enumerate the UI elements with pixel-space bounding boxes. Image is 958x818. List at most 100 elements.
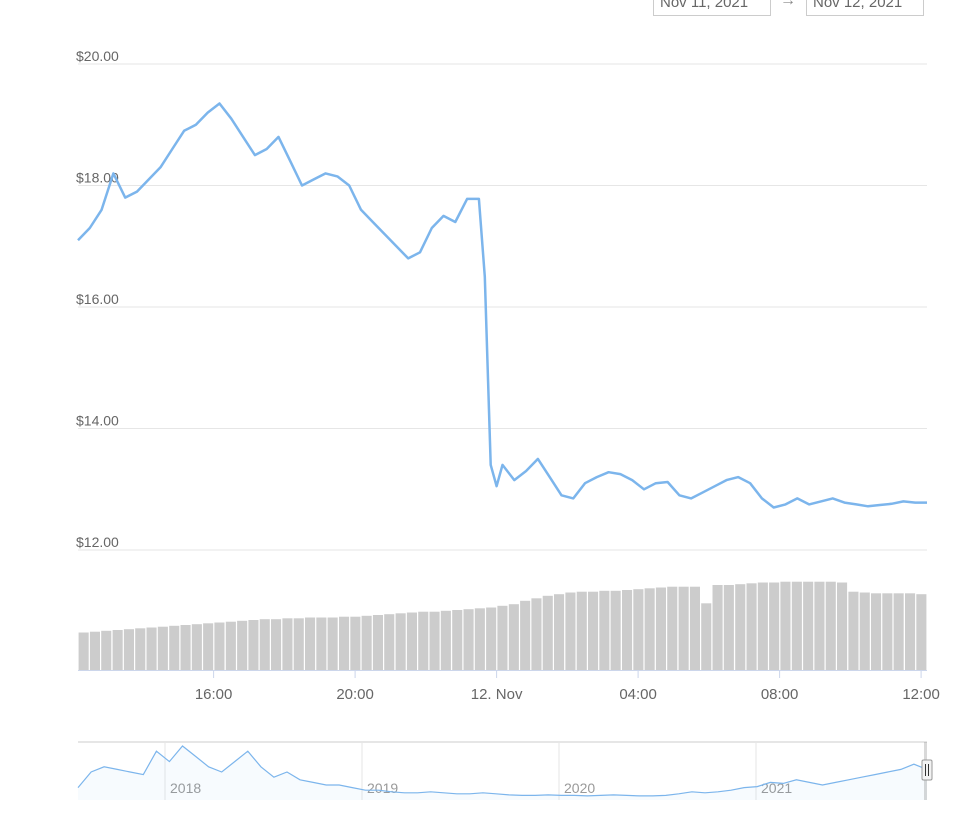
volume-bar xyxy=(769,582,780,670)
navigator-line xyxy=(77,745,928,797)
y-tick-label: $16.00 xyxy=(76,291,119,307)
volume-bar xyxy=(508,604,519,670)
range-to-input[interactable]: Nov 12, 2021 xyxy=(806,0,924,16)
volume-bar xyxy=(497,605,508,670)
volume-bar xyxy=(180,625,191,670)
volume-bar xyxy=(157,626,168,670)
volume-bar xyxy=(633,589,644,670)
volume-bar xyxy=(135,628,146,670)
y-tick-label: $18.00 xyxy=(76,170,119,186)
volume-bar xyxy=(780,581,791,670)
volume-bar xyxy=(723,585,734,670)
volume-bar xyxy=(271,619,282,670)
volume-bar xyxy=(825,581,836,670)
navigator-year-label: 2018 xyxy=(170,780,201,796)
volume-bar xyxy=(440,610,451,670)
volume-bar xyxy=(757,582,768,670)
volume-bar xyxy=(905,593,916,670)
volume-bar xyxy=(882,593,893,670)
volume-bar xyxy=(474,608,485,670)
volume-bar xyxy=(565,592,576,670)
volume-bar xyxy=(803,581,814,670)
volume-bar xyxy=(463,609,474,670)
volume-bar xyxy=(667,586,678,670)
volume-bar xyxy=(644,588,655,670)
x-tick-label: 12:00 xyxy=(902,686,940,703)
volume-bar xyxy=(248,620,259,670)
volume-bar xyxy=(486,607,497,670)
volume-bar xyxy=(893,593,904,670)
volume-bar xyxy=(746,583,757,670)
price-grid xyxy=(78,63,927,551)
volume-bar xyxy=(225,621,236,670)
volume-bar xyxy=(429,611,440,670)
range-from-input[interactable]: Nov 11, 2021 xyxy=(653,0,771,16)
x-tick-label: 04:00 xyxy=(619,686,657,703)
volume-bar xyxy=(237,620,248,670)
navigator[interactable]: 2018 2019 2020 2021 xyxy=(77,741,933,800)
x-tick-label: 08:00 xyxy=(761,686,799,703)
volume-bar xyxy=(361,615,372,670)
volume-bar xyxy=(678,586,689,670)
x-tick-label: 16:00 xyxy=(195,686,233,703)
navigator-year-label: 2021 xyxy=(761,780,792,796)
volume-bar xyxy=(293,618,304,670)
navigator-handle[interactable] xyxy=(921,759,933,781)
y-tick-label: $14.00 xyxy=(76,413,119,429)
volume-bar xyxy=(735,584,746,670)
volume-bar xyxy=(689,586,700,670)
volume-bar xyxy=(452,610,463,670)
volume-bar xyxy=(871,593,882,670)
x-tick-label: 12. Nov xyxy=(471,686,523,703)
volume-bar xyxy=(588,591,599,670)
volume-bar xyxy=(622,590,633,670)
price-line xyxy=(77,102,927,509)
volume-bar xyxy=(259,619,270,670)
navigator-area xyxy=(78,746,927,800)
time-x-axis: 16:00 20:00 12. Nov 04:00 08:00 12:00 xyxy=(78,670,940,703)
volume-bar xyxy=(655,587,666,670)
volume-bar xyxy=(203,623,214,670)
volume-bar xyxy=(350,616,361,670)
volume-bar xyxy=(701,603,712,670)
volume-bar xyxy=(531,598,542,670)
volume-bar xyxy=(78,632,89,670)
volume-bars xyxy=(78,581,927,670)
price-series xyxy=(77,102,927,509)
volume-bar xyxy=(191,624,202,670)
volume-bar xyxy=(554,594,565,670)
volume-bar xyxy=(112,630,123,670)
volume-bar xyxy=(101,630,112,670)
volume-bar xyxy=(814,581,825,670)
price-y-axis: $12.00 $14.00 $16.00 $18.00 $20.00 xyxy=(76,48,119,550)
volume-bar xyxy=(169,625,180,670)
volume-bar xyxy=(859,592,870,670)
volume-bar xyxy=(599,590,610,670)
volume-bar xyxy=(339,616,350,670)
volume-bar xyxy=(305,617,316,670)
volume-bar xyxy=(520,600,531,670)
y-tick-label: $20.00 xyxy=(76,48,119,64)
volume-bar xyxy=(791,581,802,670)
volume-bar xyxy=(542,595,553,670)
volume-bar xyxy=(316,617,327,670)
volume-bar xyxy=(146,627,157,670)
navigator-year-label: 2020 xyxy=(564,780,595,796)
volume-bar xyxy=(384,614,395,670)
volume-bar xyxy=(395,613,406,670)
volume-bar xyxy=(214,622,225,670)
x-tick-label: 20:00 xyxy=(336,686,374,703)
volume-bar xyxy=(576,591,587,670)
volume-bar xyxy=(837,582,848,670)
volume-bar xyxy=(406,612,417,670)
volume-bar xyxy=(848,591,859,670)
volume-bar xyxy=(282,618,293,670)
range-arrow: → xyxy=(780,0,796,9)
volume-bar xyxy=(123,629,134,670)
volume-bar xyxy=(610,590,621,670)
volume-bar xyxy=(89,631,100,670)
volume-bar xyxy=(372,615,383,670)
volume-bar xyxy=(418,611,429,670)
